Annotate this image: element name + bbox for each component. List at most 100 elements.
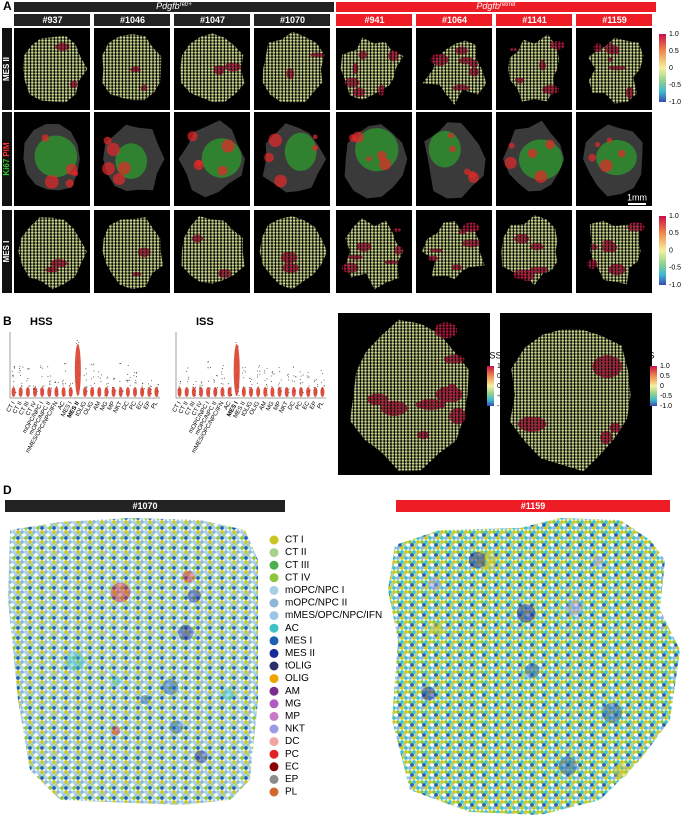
data-point bbox=[302, 382, 304, 384]
data-point bbox=[256, 382, 258, 384]
violin bbox=[227, 387, 232, 397]
data-point bbox=[49, 380, 51, 382]
high-score-spots bbox=[137, 247, 151, 258]
data-point bbox=[274, 395, 275, 397]
pim-signal bbox=[545, 139, 555, 150]
data-point bbox=[288, 388, 290, 390]
data-point bbox=[43, 385, 45, 387]
pim-signal bbox=[193, 159, 204, 171]
data-point bbox=[314, 379, 316, 381]
data-point bbox=[207, 361, 209, 363]
data-point bbox=[19, 365, 21, 367]
tissue bbox=[181, 216, 245, 284]
category-label: AM bbox=[93, 401, 103, 412]
data-point bbox=[210, 388, 211, 390]
tissue bbox=[589, 220, 641, 285]
high-score-spots bbox=[347, 254, 363, 260]
data-point bbox=[188, 378, 190, 380]
high-score-spots bbox=[388, 50, 399, 62]
legend-swatch bbox=[269, 724, 279, 734]
pim-signal bbox=[377, 150, 387, 161]
data-point bbox=[22, 366, 24, 368]
data-point bbox=[308, 385, 310, 387]
high-score-spots bbox=[352, 87, 366, 98]
data-point bbox=[321, 381, 322, 383]
legend-label: PC bbox=[285, 749, 299, 760]
high-score-spots bbox=[356, 242, 372, 252]
data-point bbox=[216, 387, 218, 389]
category-label: NKT bbox=[113, 400, 124, 414]
cell-type-cluster bbox=[65, 652, 85, 671]
legend-label: mOPC/NPC II bbox=[285, 598, 347, 609]
tissue bbox=[18, 217, 87, 290]
data-point bbox=[26, 380, 28, 382]
data-point bbox=[151, 380, 153, 382]
data-point bbox=[40, 365, 42, 367]
category-label: NKT bbox=[279, 400, 290, 414]
data-point bbox=[85, 379, 87, 381]
data-point bbox=[12, 376, 14, 378]
data-point bbox=[156, 386, 158, 388]
data-point bbox=[134, 382, 136, 384]
legend-swatch bbox=[269, 585, 279, 595]
pim-signal bbox=[106, 142, 120, 156]
cell-type-cluster bbox=[178, 624, 194, 641]
pim-signal bbox=[504, 156, 517, 169]
data-point bbox=[47, 376, 49, 377]
high-score-spots bbox=[450, 264, 463, 271]
tissue bbox=[102, 217, 163, 290]
data-point bbox=[199, 387, 200, 389]
high-score-spots bbox=[452, 84, 470, 91]
pim-signal bbox=[221, 139, 235, 153]
data-point bbox=[266, 385, 268, 387]
cell-type-cluster bbox=[468, 551, 486, 569]
sample-header bbox=[396, 500, 670, 512]
data-point bbox=[135, 380, 137, 382]
map-label: IS bbox=[646, 350, 655, 360]
data-point bbox=[302, 392, 304, 394]
data-point bbox=[207, 380, 209, 382]
pim-signal bbox=[349, 134, 357, 142]
row-label-text: MES II bbox=[2, 57, 11, 81]
colorbar-tick-label: -1.0 bbox=[660, 403, 672, 410]
pim-signal bbox=[379, 158, 392, 171]
tissue bbox=[262, 31, 325, 103]
cell-type-cluster bbox=[194, 750, 208, 763]
pim-signal bbox=[44, 174, 59, 189]
pim-signal bbox=[187, 131, 198, 142]
violin bbox=[256, 387, 261, 397]
row-label: MES I bbox=[2, 241, 11, 263]
cell-type-cluster bbox=[421, 686, 436, 701]
data-point bbox=[256, 370, 258, 372]
data-point bbox=[57, 381, 59, 383]
high-score-spots bbox=[130, 66, 142, 73]
data-point bbox=[231, 394, 233, 395]
data-point bbox=[222, 365, 224, 366]
data-point bbox=[256, 376, 258, 378]
ki67-signal bbox=[428, 130, 461, 168]
data-point bbox=[28, 385, 30, 387]
legend-label: mOPC/NPC I bbox=[285, 585, 344, 596]
high-score-spots bbox=[434, 322, 458, 339]
plot-title: HSS bbox=[30, 316, 53, 328]
high-score-spots bbox=[415, 399, 446, 410]
data-point bbox=[188, 376, 190, 378]
violin bbox=[299, 387, 303, 397]
tissue bbox=[8, 518, 258, 805]
cell-type-cluster bbox=[187, 589, 201, 603]
data-point bbox=[241, 367, 243, 369]
row-label-bar bbox=[2, 28, 12, 110]
violin bbox=[68, 387, 73, 397]
data-point bbox=[65, 362, 67, 364]
data-point bbox=[300, 382, 302, 384]
data-point bbox=[114, 378, 116, 380]
data-point bbox=[34, 386, 36, 388]
row-label-text: PIM bbox=[2, 142, 11, 157]
colorbar-tick-label: 1.0 bbox=[660, 363, 670, 370]
high-score-spots bbox=[468, 67, 479, 77]
data-point bbox=[28, 367, 30, 369]
data-point bbox=[122, 390, 124, 392]
legend-label: MP bbox=[285, 711, 300, 722]
sample-label: #1064 bbox=[442, 15, 467, 25]
